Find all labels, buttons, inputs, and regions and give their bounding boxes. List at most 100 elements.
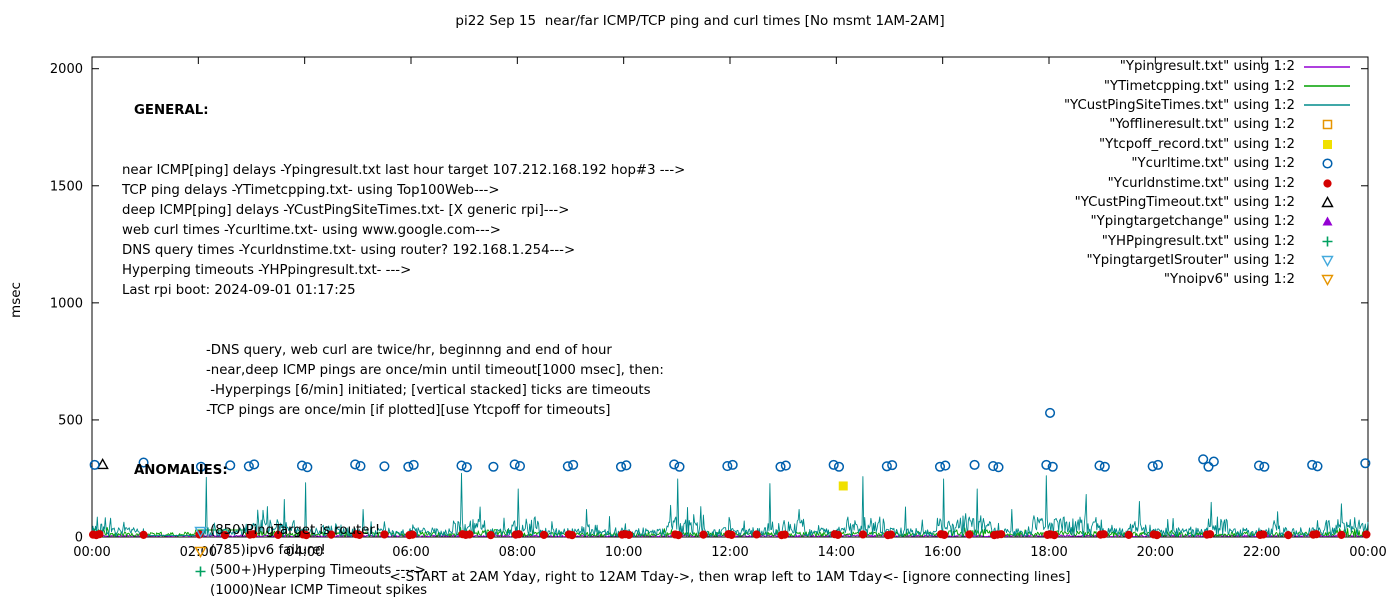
legend-item-label: "Ypingtargetchange" using 1:2: [1090, 214, 1296, 230]
legend-item-label: "Ycurltime.txt" using 1:2: [1131, 156, 1295, 172]
series-YCustPingTimeout.txt: [96, 457, 109, 470]
legend-sample: [1299, 98, 1355, 112]
legend-item: "YpingtargetISrouter" using 1:2: [1064, 251, 1355, 270]
x-tick-label: 20:00: [1137, 545, 1174, 560]
triangle-down-open-icon: [1320, 255, 1334, 268]
x-tick-label: 10:00: [605, 545, 642, 560]
legend-item: "Ypingtargetchange" using 1:2: [1064, 212, 1355, 231]
legend-sample: [1299, 214, 1355, 229]
general-lines: near ICMP[ping] delays -Ypingresult.txt …: [122, 161, 685, 301]
anomaly-label: (500+)Hyperping Timeouts ---->: [210, 563, 426, 578]
general-indented-lines: -DNS query, web curl are twice/hr, begin…: [122, 341, 685, 421]
y-tick-label: 500: [58, 413, 83, 428]
y-axis-label: msec: [8, 282, 24, 318]
chart-title: pi22 Sep 15 near/far ICMP/TCP ping and c…: [455, 13, 945, 29]
legend-item-label: "YCustPingTimeout.txt" using 1:2: [1074, 194, 1295, 210]
legend-item-label: "Ycurldnstime.txt" using 1:2: [1107, 175, 1295, 191]
y-tick-label: 1500: [50, 179, 83, 194]
legend-sample: [1299, 176, 1355, 191]
anomaly-marker: [193, 564, 210, 579]
triangle-down-open-icon: [1320, 275, 1334, 287]
series-Ytcpoff_record.txt: [838, 481, 848, 491]
general-indented-line: -near,deep ICMP pings are once/min until…: [206, 363, 664, 378]
anomaly-label: (850)PingTarget is router!: [210, 523, 381, 538]
legend-item-label: "YTimetcpping.txt" using 1:2: [1103, 78, 1295, 94]
x-tick-label: 12:00: [711, 545, 748, 560]
legend-sample: [1299, 234, 1355, 249]
line-sample-icon: [1304, 104, 1350, 107]
square-filled-icon: [1322, 139, 1332, 149]
legend-item-label: "Ytcpoff_record.txt" using 1:2: [1098, 136, 1295, 152]
legend-item-label: "Ypingresult.txt" using 1:2: [1119, 59, 1295, 75]
legend-item: "Ycurldnstime.txt" using 1:2: [1064, 173, 1355, 192]
x-tick-label: 00:00: [73, 545, 110, 560]
legend-item: "Yofflineresult.txt" using 1:2: [1064, 115, 1355, 134]
triangle-up-open-icon: [1320, 195, 1334, 208]
circle-open-icon: [1321, 158, 1333, 169]
general-line: DNS query times -Ycurldnstime.txt- using…: [122, 243, 576, 258]
legend-item-label: "YpingtargetISrouter" using 1:2: [1086, 253, 1295, 269]
x-tick-label: 14:00: [818, 545, 855, 560]
y-tick-label: 2000: [50, 62, 83, 77]
legend-item: "Ynoipv6" using 1:2: [1064, 270, 1355, 289]
legend-sample: [1299, 60, 1355, 74]
general-indented-line: -Hyperpings [6/min] initiated; [vertical…: [206, 383, 651, 398]
general-line: deep ICMP[ping] delays -YCustPingSiteTim…: [122, 203, 570, 218]
triangle-down-open-icon: [194, 526, 207, 538]
anomaly-item: (785)ipv6 failure!: [193, 541, 685, 561]
legend-item-label: "Yofflineresult.txt" using 1:2: [1109, 117, 1295, 133]
x-axis-label: <-START at 2AM Yday, right to 12AM Tday-…: [389, 569, 1071, 585]
square-open-icon: [1322, 120, 1332, 130]
x-tick-label: 08:00: [499, 545, 536, 560]
anomaly-item: (850)PingTarget is router!: [193, 521, 685, 541]
legend-sample: [1299, 253, 1355, 268]
anomaly-item: (1000)Near ICMP Timeout spikes: [193, 581, 685, 600]
line-sample-icon: [1304, 85, 1350, 87]
general-line: TCP ping delays -YTimetcpping.txt- using…: [122, 183, 500, 198]
anomaly-label: (1000)Near ICMP Timeout spikes: [210, 583, 428, 598]
x-tick-label: 04:00: [286, 545, 323, 560]
legend: "Ypingresult.txt" using 1:2 "YTimetcpping…: [1064, 57, 1355, 290]
x-tick-label: 18:00: [1030, 545, 1067, 560]
plus-icon: [1322, 236, 1332, 247]
triangle-down-open-icon: [194, 546, 207, 558]
legend-item-label: "YCustPingSiteTimes.txt" using 1:2: [1063, 97, 1295, 113]
x-tick-label: 00:00: [1349, 545, 1386, 560]
general-line: near ICMP[ping] delays -Ypingresult.txt …: [122, 163, 686, 178]
x-tick-label: 22:00: [1243, 545, 1280, 560]
circle-filled-icon: [1322, 178, 1332, 188]
y-tick-label: 0: [75, 531, 83, 546]
anomalies-heading: ANOMALIES:: [134, 463, 228, 478]
legend-item-label: "Ynoipv6" using 1:2: [1163, 272, 1295, 288]
legend-sample: [1299, 117, 1355, 132]
legend-item: "YTimetcpping.txt" using 1:2: [1064, 76, 1355, 95]
legend-item: "YCustPingSiteTimes.txt" using 1:2: [1064, 96, 1355, 115]
legend-item-label: "YHPpingresult.txt" using 1:2: [1101, 233, 1295, 249]
legend-item: "YCustPingTimeout.txt" using 1:2: [1064, 193, 1355, 212]
series-Ycurldnstime.txt: [88, 530, 1371, 540]
series-Ycurltime.txt: [89, 407, 1371, 473]
anomaly-item: (500+)Hyperping Timeouts ---->: [193, 561, 685, 581]
legend-item: "Ycurltime.txt" using 1:2: [1064, 154, 1355, 173]
anomaly-label: (785)ipv6 failure!: [210, 543, 326, 558]
legend-sample: [1299, 156, 1355, 171]
anomaly-marker: [193, 544, 210, 559]
general-heading: GENERAL:: [134, 103, 209, 118]
legend-sample: [1299, 137, 1355, 152]
legend-item: "YHPpingresult.txt" using 1:2: [1064, 232, 1355, 251]
legend-sample: [1299, 79, 1355, 93]
anomaly-marker: [193, 524, 210, 539]
line-sample-icon: [1304, 65, 1350, 68]
general-indented-line: -TCP pings are once/min [if plotted][use…: [206, 403, 611, 418]
general-line: web curl times -Ycurltime.txt- using www…: [122, 223, 501, 238]
triangle-up-filled-icon: [1322, 216, 1332, 226]
x-tick-label: 06:00: [392, 545, 429, 560]
general-indented-line: -DNS query, web curl are twice/hr, begin…: [206, 343, 612, 358]
legend-item: "Ytcpoff_record.txt" using 1:2: [1064, 135, 1355, 154]
general-line: Last rpi boot: 2024-09-01 01:17:25: [122, 283, 356, 298]
legend-sample: [1299, 195, 1355, 210]
plus-icon: [195, 566, 206, 576]
x-tick-label: 16:00: [924, 545, 961, 560]
legend-sample: [1299, 272, 1355, 287]
